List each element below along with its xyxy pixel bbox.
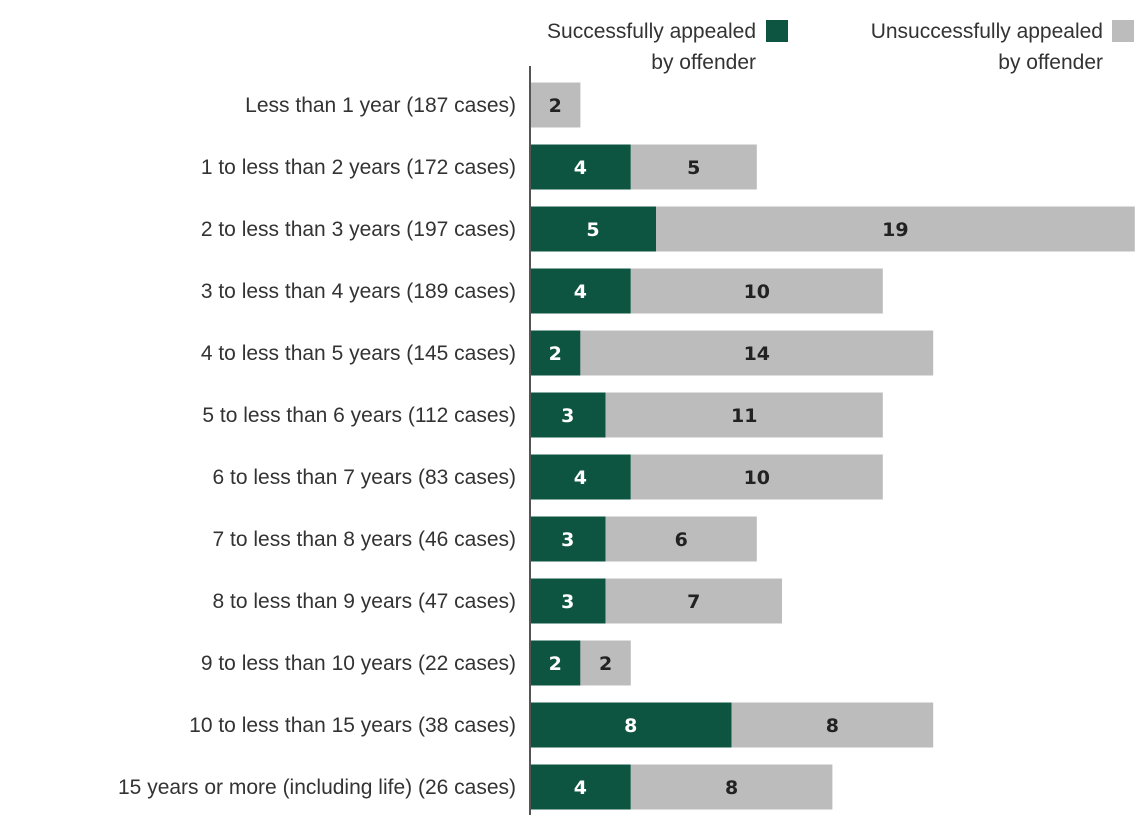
bar-successful — [530, 640, 581, 686]
bar-successful — [530, 702, 732, 748]
bar-value-label: 10 — [744, 467, 770, 489]
bar-unsuccessful — [605, 392, 883, 438]
bar-value-label: 2 — [549, 95, 562, 117]
legend: Successfully appealed by offender Unsucces… — [547, 20, 1134, 74]
bar-successful — [530, 206, 656, 252]
category-label: 4 to less than 5 years (145 cases) — [201, 342, 516, 365]
category-label: 6 to less than 7 years (83 cases) — [213, 466, 517, 489]
legend-label: Successfully appealed — [547, 20, 756, 43]
bars: 2 4 5 5 19 4 10 2 14 3 11 4 10 3 6 3 7 2 2 8 8 4 8 — [530, 82, 1135, 810]
bar-value-label: 3 — [561, 591, 574, 613]
bar-unsuccessful — [605, 516, 757, 562]
category-label: 2 to less than 3 years (197 cases) — [201, 218, 516, 241]
bar-value-label: 14 — [744, 343, 770, 365]
bar-value-label: 4 — [574, 467, 587, 489]
bar-value-label: 4 — [574, 777, 587, 799]
category-label: 1 to less than 2 years (172 cases) — [201, 156, 516, 179]
legend-swatch-successful — [766, 20, 788, 42]
bar-successful — [530, 392, 606, 438]
bar-successful — [530, 578, 606, 624]
category-label: 15 years or more (including life) (26 ca… — [118, 776, 516, 799]
bar-successful — [530, 516, 606, 562]
bar-value-label: 8 — [826, 715, 839, 737]
bar-value-label: 2 — [599, 653, 612, 675]
bar-value-label: 3 — [561, 405, 574, 427]
category-label: Less than 1 year (187 cases) — [245, 94, 516, 117]
bar-successful — [530, 268, 631, 314]
bar-unsuccessful — [731, 702, 934, 748]
bar-value-label: 10 — [744, 281, 770, 303]
category-label: 10 to less than 15 years (38 cases) — [189, 714, 516, 737]
category-labels: Less than 1 year (187 cases) 1 to less th… — [118, 94, 516, 799]
bar-unsuccessful — [605, 578, 782, 624]
category-label: 3 to less than 4 years (189 cases) — [201, 280, 516, 303]
category-label: 7 to less than 8 years (46 cases) — [213, 528, 517, 551]
bar-value-label: 6 — [675, 529, 688, 551]
bar-successful — [530, 330, 581, 376]
bar-value-label: 2 — [549, 343, 562, 365]
bar-value-label: 5 — [586, 219, 599, 241]
legend-label: by offender — [998, 51, 1103, 74]
bar-unsuccessful — [656, 206, 1135, 252]
bar-value-label: 4 — [574, 157, 587, 179]
bar-successful — [530, 144, 631, 190]
bar-unsuccessful — [630, 454, 883, 500]
bar-value-label: 19 — [882, 219, 908, 241]
bar-value-label: 8 — [624, 715, 637, 737]
bar-value-label: 5 — [687, 157, 700, 179]
legend-swatch-unsuccessful — [1112, 20, 1134, 42]
legend-label: Unsuccessfully appealed — [871, 20, 1103, 43]
bar-unsuccessful — [630, 144, 757, 190]
bar-successful — [530, 454, 631, 500]
category-label: 9 to less than 10 years (22 cases) — [201, 652, 516, 675]
bar-unsuccessful — [530, 82, 581, 128]
bar-unsuccessful — [630, 764, 833, 810]
bar-unsuccessful — [580, 330, 934, 376]
category-label: 5 to less than 6 years (112 cases) — [202, 404, 516, 427]
bar-value-label: 11 — [731, 405, 757, 427]
bar-value-label: 2 — [549, 653, 562, 675]
bar-value-label: 4 — [574, 281, 587, 303]
bar-successful — [530, 764, 631, 810]
bar-value-label: 3 — [561, 529, 574, 551]
bar-value-label: 7 — [687, 591, 700, 613]
bar-unsuccessful — [630, 268, 883, 314]
bar-value-label: 8 — [725, 777, 738, 799]
legend-label: by offender — [651, 51, 756, 74]
bar-unsuccessful — [580, 640, 631, 686]
category-label: 8 to less than 9 years (47 cases) — [213, 590, 517, 613]
